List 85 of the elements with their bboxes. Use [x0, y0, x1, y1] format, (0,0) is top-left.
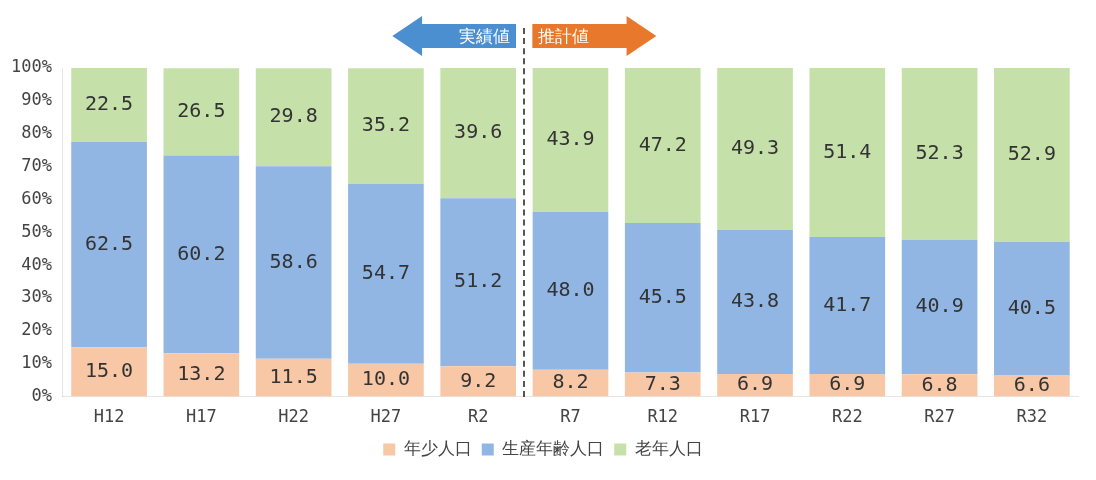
bar — [348, 184, 424, 364]
data-label: 9.2 — [460, 367, 497, 392]
bar — [901, 239, 978, 375]
data-label: 22.5 — [84, 91, 134, 116]
x-tick-label: R12 — [647, 406, 679, 427]
data-label: 54.7 — [361, 260, 410, 285]
data-label: 8.2 — [552, 369, 589, 394]
data-label: 26.5 — [177, 98, 226, 123]
y-tick-label: 60% — [21, 187, 52, 208]
data-label: 7.3 — [644, 370, 681, 395]
y-tick-label: 20% — [21, 319, 52, 340]
text: 推計値 — [538, 25, 590, 47]
data-label: 15.0 — [84, 358, 134, 383]
x-tick-label: H12 — [93, 406, 125, 427]
data-label: 51.2 — [454, 268, 503, 293]
bar — [624, 68, 701, 224]
data-label: 35.2 — [361, 112, 410, 137]
data-label: 11.5 — [269, 363, 318, 388]
y-tick-label: 40% — [21, 253, 52, 274]
legend-label: 年少人口 — [403, 439, 472, 459]
data-label: 29.8 — [269, 103, 318, 128]
bar — [994, 68, 1070, 242]
y-tick-label: 90% — [21, 89, 52, 110]
bar — [994, 241, 1070, 375]
bar — [532, 211, 609, 370]
data-label: 6.9 — [736, 371, 774, 396]
bar — [255, 68, 332, 167]
bar — [71, 141, 147, 348]
data-label: 51.4 — [823, 138, 872, 163]
data-label: 52.9 — [1007, 141, 1056, 166]
bar — [71, 68, 147, 142]
data-label: 6.9 — [829, 371, 866, 396]
bar — [163, 68, 240, 156]
bar — [809, 236, 886, 374]
data-label: 6.6 — [1013, 371, 1050, 396]
data-label: 43.8 — [730, 288, 780, 313]
bar — [440, 366, 517, 397]
bar — [163, 155, 240, 354]
y-tick-label: 70% — [21, 155, 52, 175]
legend-label: 生産年齢人口 — [502, 439, 605, 459]
x-tick-label: R7 — [560, 406, 581, 427]
x-tick-label: R32 — [1016, 406, 1048, 427]
data-label: 41.7 — [823, 291, 872, 316]
data-label: 47.2 — [638, 131, 687, 156]
bar — [809, 68, 886, 237]
y-tick-label: 80% — [21, 122, 52, 143]
bar — [255, 166, 332, 359]
x-tick-label: R27 — [924, 406, 955, 427]
x-tick-label: R22 — [831, 406, 863, 427]
data-label: 60.2 — [177, 240, 226, 265]
y-tick-label: 100% — [10, 56, 52, 77]
bar — [440, 198, 517, 367]
x-tick-label: R17 — [739, 406, 771, 427]
bar — [717, 68, 793, 230]
data-label: 48.0 — [546, 276, 595, 301]
y-tick-label: 0% — [31, 385, 52, 406]
legend-label: 老年人口 — [634, 439, 703, 459]
data-label: 52.3 — [915, 140, 964, 165]
x-tick-label: H17 — [186, 406, 217, 427]
data-label: 58.6 — [269, 248, 318, 273]
y-tick-label: 30% — [21, 286, 52, 307]
text: 実績値 — [459, 25, 511, 47]
data-label: 62.5 — [84, 230, 134, 255]
data-label: 10.0 — [361, 366, 410, 391]
bar — [901, 68, 978, 240]
x-tick-label: H27 — [370, 406, 402, 427]
y-tick-label: 10% — [21, 352, 52, 373]
y-tick-label: 50% — [21, 220, 52, 241]
data-label: 49.3 — [730, 135, 780, 160]
bar — [348, 68, 424, 184]
data-label: 40.5 — [1007, 294, 1056, 319]
bar — [163, 353, 240, 397]
bar — [717, 230, 793, 374]
data-label: 39.6 — [454, 119, 503, 144]
data-label: 45.5 — [638, 284, 687, 309]
bar — [440, 68, 517, 199]
data-label: 13.2 — [177, 361, 226, 386]
data-label: 43.9 — [546, 126, 595, 150]
bar — [71, 347, 147, 397]
data-label: 6.8 — [921, 371, 958, 396]
x-tick-label: H22 — [278, 406, 309, 427]
bar — [532, 68, 609, 212]
bar — [624, 223, 701, 373]
data-label: 40.9 — [915, 293, 964, 318]
x-tick-label: R2 — [467, 406, 489, 427]
